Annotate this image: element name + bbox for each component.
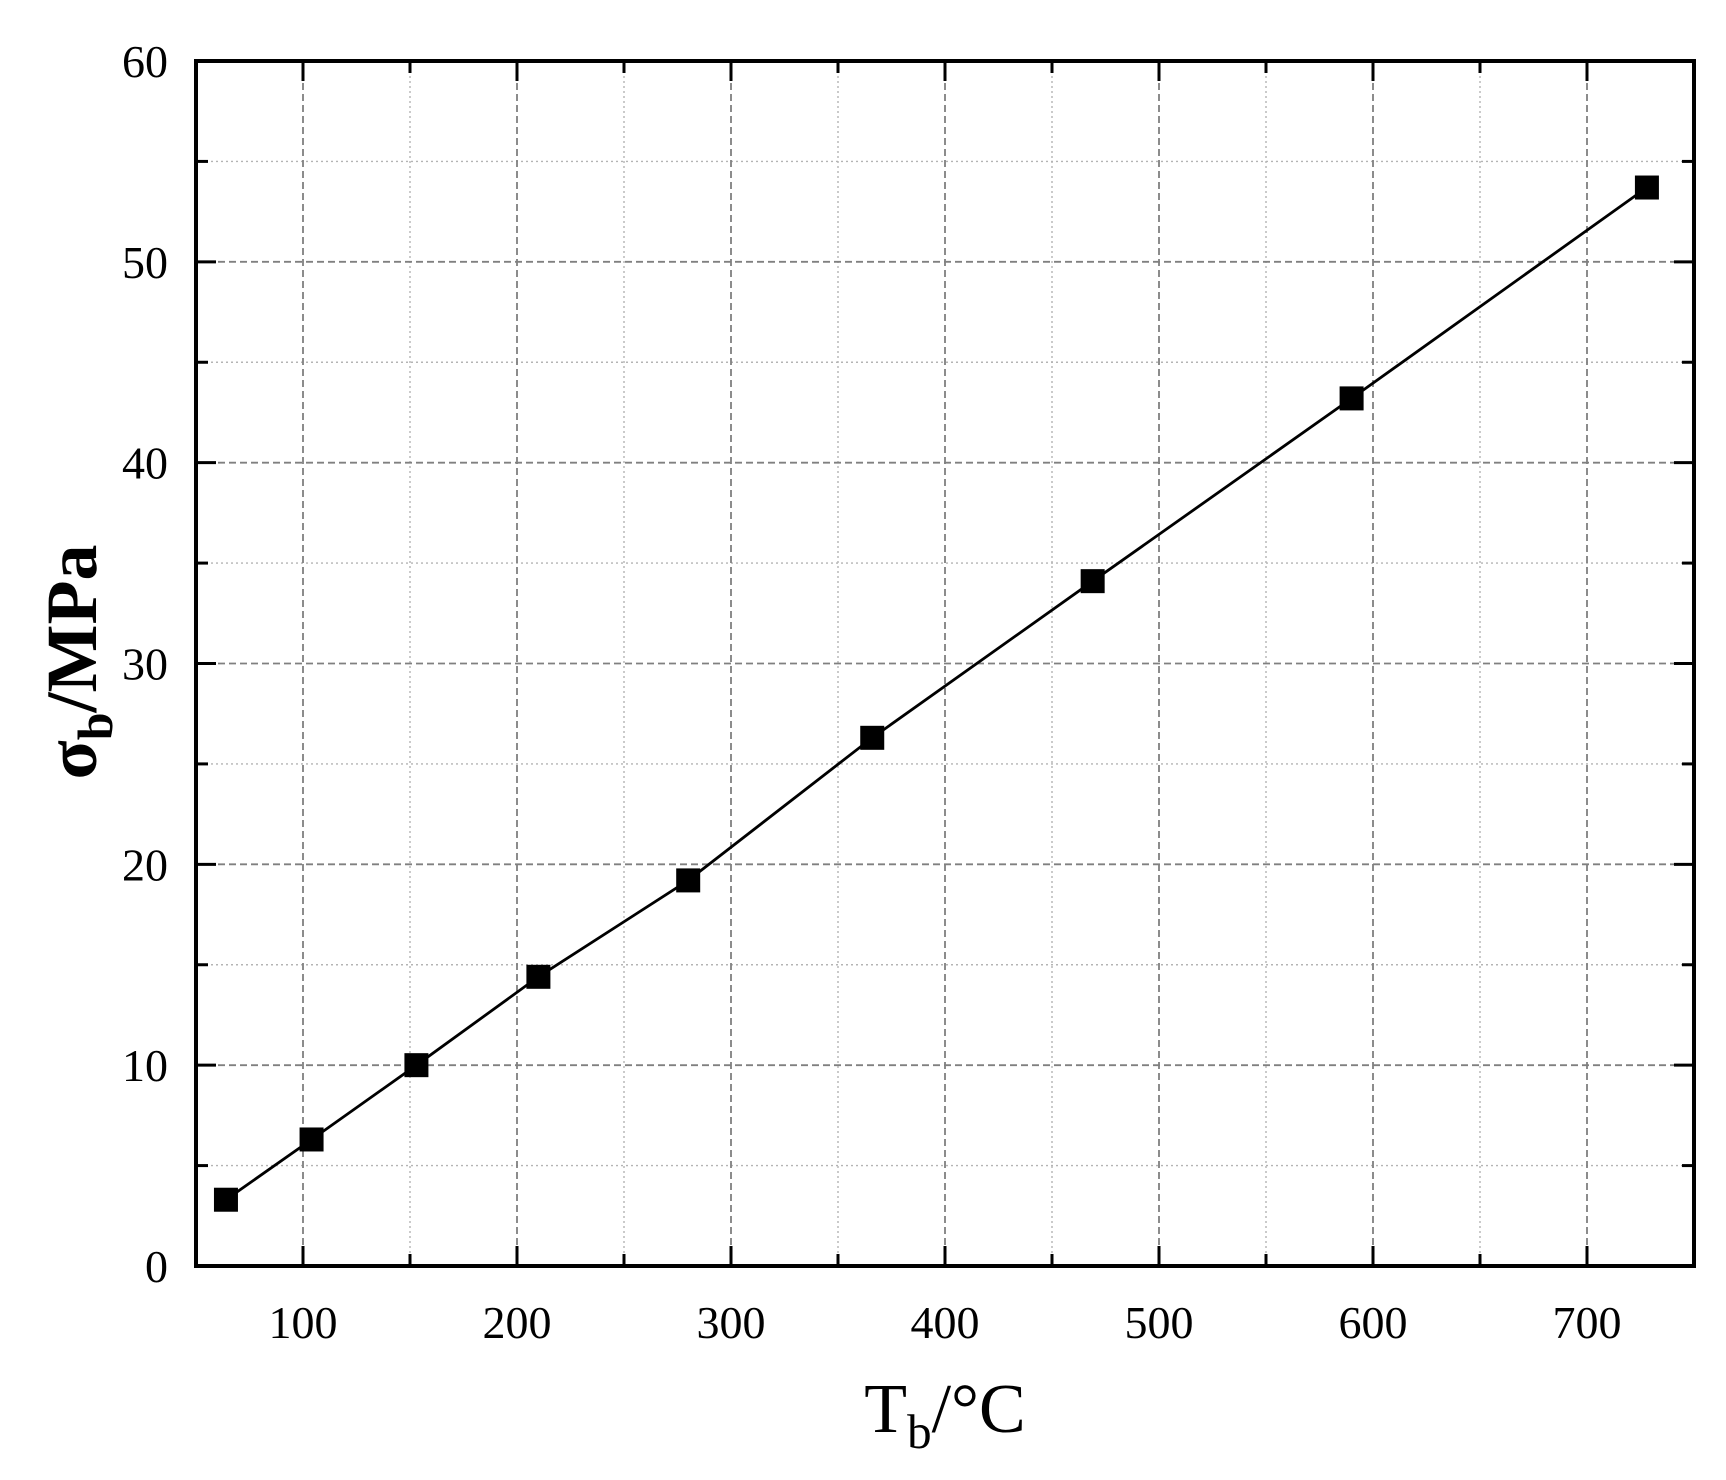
- y-axis-title-unit: /MPa: [32, 545, 112, 714]
- x-tick-label: 200: [483, 1297, 552, 1348]
- data-point-marker: [1634, 175, 1659, 200]
- x-tick-label: 100: [269, 1297, 338, 1348]
- y-tick-label: 0: [145, 1241, 168, 1292]
- y-tick-label: 60: [122, 36, 168, 87]
- x-tick-label: 400: [911, 1297, 980, 1348]
- y-axis-title: σb/MPa: [32, 545, 123, 780]
- tick-layer: [196, 61, 1694, 1266]
- y-tick-label: 40: [122, 438, 168, 489]
- data-point-marker: [1339, 386, 1364, 411]
- y-tick-label: 50: [122, 237, 168, 288]
- x-axis-title-subscript: b: [907, 1404, 932, 1459]
- data-point-marker: [404, 1053, 429, 1078]
- y-axis-title-subscript: b: [67, 712, 123, 740]
- x-axis-title-main: T: [864, 1371, 907, 1448]
- y-tick-label: 20: [122, 839, 168, 890]
- y-axis-title-main: σ: [32, 740, 112, 779]
- data-point-marker: [213, 1187, 238, 1212]
- data-point-marker: [299, 1127, 324, 1152]
- grid-layer: [196, 61, 1694, 1266]
- x-tick-label: 300: [697, 1297, 766, 1348]
- data-point-marker: [1080, 569, 1105, 594]
- y-tick-label: 30: [122, 639, 168, 690]
- x-axis-title-unit: /°C: [932, 1371, 1026, 1448]
- data-point-marker: [860, 725, 885, 750]
- tick-label-layer: 100 200 300 400 500 600 700 0 10 20 30 40 50 60: [122, 36, 1622, 1348]
- x-tick-label: 700: [1553, 1297, 1622, 1348]
- data-point-marker: [676, 868, 701, 893]
- data-point-marker: [526, 964, 551, 989]
- x-tick-label: 500: [1125, 1297, 1194, 1348]
- x-axis-title: Tb/°C: [864, 1371, 1025, 1459]
- series-layer: [213, 175, 1659, 1212]
- y-tick-label: 10: [122, 1040, 168, 1091]
- x-tick-label: 600: [1339, 1297, 1408, 1348]
